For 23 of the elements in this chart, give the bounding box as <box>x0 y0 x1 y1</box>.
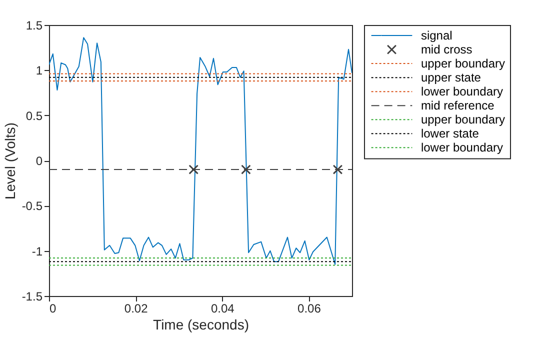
y-tick-label: -1 <box>32 244 43 258</box>
x-axis-title: Time (seconds) <box>153 316 249 332</box>
line-series <box>49 37 352 265</box>
y-axis-title: Level (Volts) <box>2 122 18 200</box>
legend-label: upper boundary <box>420 56 506 71</box>
legend-label: mid reference <box>420 98 495 113</box>
legend-label: upper state <box>420 70 482 85</box>
legend-label: mid cross <box>420 42 472 57</box>
y-tick-label: 1 <box>36 64 43 78</box>
y-tick-label: 1.5 <box>26 18 43 32</box>
x-tick-label: 0 <box>50 302 56 316</box>
x-tick-label: 0.02 <box>124 302 148 316</box>
x-tick-label: 0.04 <box>210 302 235 316</box>
legend-label: lower boundary <box>420 140 504 155</box>
y-tick-label: -1.5 <box>22 290 43 304</box>
legend-label: upper boundary <box>420 112 506 127</box>
legend-label: lower state <box>420 126 480 141</box>
x-tick-label: 0.06 <box>298 302 322 316</box>
y-tick-label: 0 <box>36 154 43 168</box>
legend-label: signal <box>420 28 452 43</box>
legend-label: lower boundary <box>420 84 504 99</box>
y-tick-label: -0.5 <box>22 199 43 214</box>
y-tick-label: 0.5 <box>26 108 43 123</box>
